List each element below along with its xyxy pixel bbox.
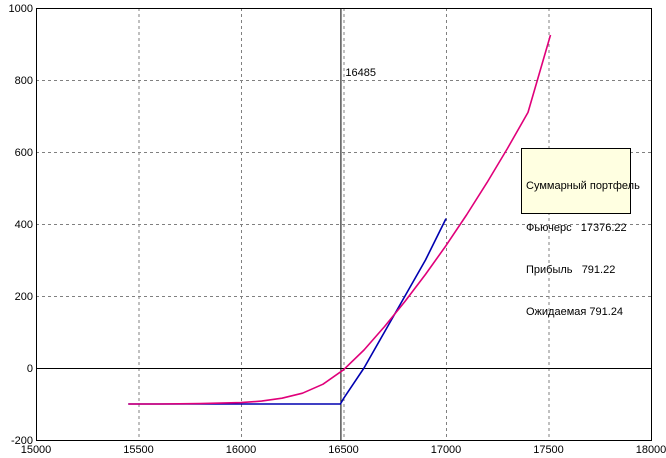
- axes: [36, 8, 652, 441]
- x-tick-label: 16500: [328, 444, 359, 456]
- y-tick-label: 1000: [9, 3, 33, 15]
- y-tick-label: 800: [15, 75, 33, 87]
- series-line-current: [128, 34, 552, 405]
- grid-lines: [36, 8, 651, 440]
- y-tick-label: 0: [27, 363, 33, 375]
- tooltip-line-futures: Фьючерс 17376.22: [526, 222, 627, 234]
- y-tick-label: -200: [11, 435, 33, 447]
- y-tick-label: 400: [15, 219, 33, 231]
- x-tick-label: 18000: [636, 444, 666, 456]
- plot-frame: [36, 8, 652, 441]
- tooltip-title: Суммарный портфель: [526, 180, 640, 192]
- series-line-expiry: [128, 218, 447, 405]
- y-tick-label: 200: [15, 291, 33, 303]
- x-tick-label: 15500: [123, 444, 154, 456]
- tick-labels: -200 0 200 400 600 800 1000 15000 15500 16000 1650…: [9, 3, 666, 456]
- tooltip-line-profit: Прибыль 791.22: [526, 264, 616, 276]
- x-tick-label: 15000: [21, 444, 52, 456]
- series-lines: [128, 34, 552, 405]
- tooltip-line-expected: Ожидаемая 791.24: [526, 306, 624, 318]
- marker-label: 16485: [345, 67, 376, 79]
- x-tick-label: 16000: [226, 444, 257, 456]
- portfolio-tooltip: Суммарный портфель Фьючерс 17376.22 Приб…: [521, 148, 640, 318]
- x-tick-label: 17500: [533, 444, 564, 456]
- x-tick-label: 17000: [431, 444, 462, 456]
- y-tick-label: 600: [15, 147, 33, 159]
